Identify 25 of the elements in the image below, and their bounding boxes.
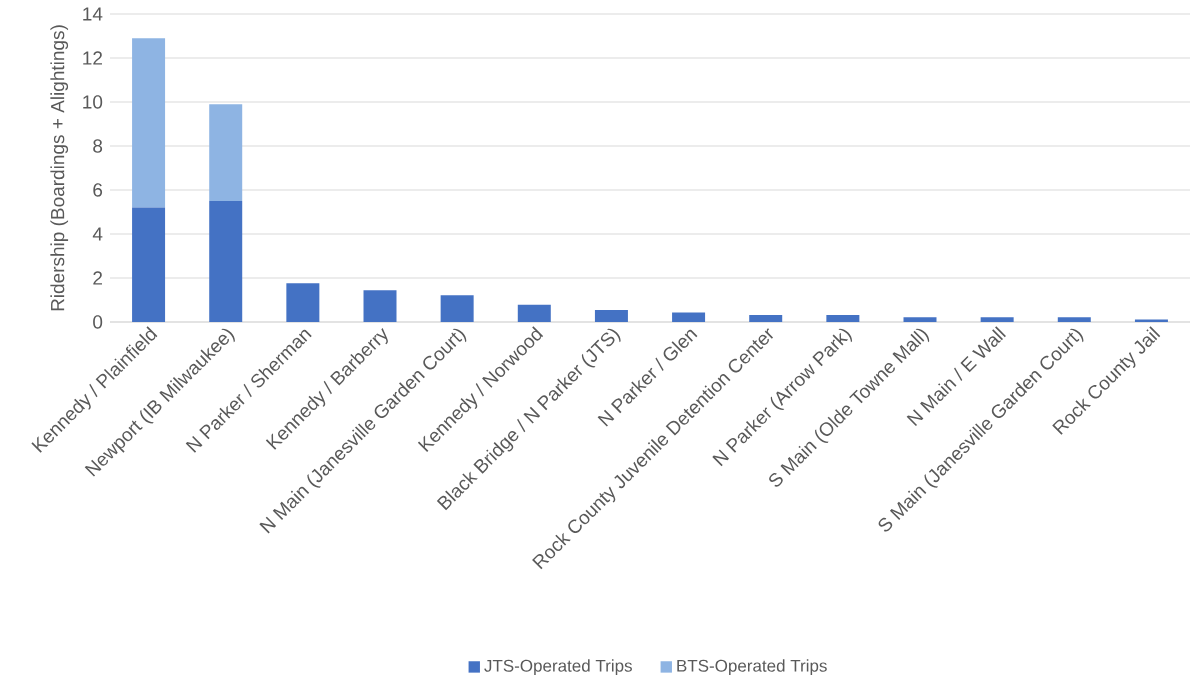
bar [132,207,166,322]
y-tick-label: 10 [83,95,103,109]
bar [903,317,937,322]
bar [363,290,397,322]
bar [826,314,860,322]
bar [1057,317,1091,322]
y-tick-label: 6 [93,183,103,197]
y-tick-label: 4 [92,227,103,241]
y-tick-label: 2 [93,271,102,285]
bar [980,317,1014,322]
bar [440,295,474,322]
legend-label: BTS-Operated Trips [677,659,827,676]
y-axis-title: Ridership (Boardings + Alightings) [50,25,69,311]
bar [517,304,551,322]
bar [286,283,320,322]
bar [594,310,628,322]
y-tick-label: 14 [83,7,103,21]
bar [749,314,783,322]
y-tick-label: 12 [83,51,102,65]
bar [132,38,166,208]
y-tick-label: 8 [93,139,103,153]
bar [209,104,243,201]
bar [209,200,243,322]
legend-label: JTS-Operated Trips [484,659,632,676]
bar [672,312,706,322]
